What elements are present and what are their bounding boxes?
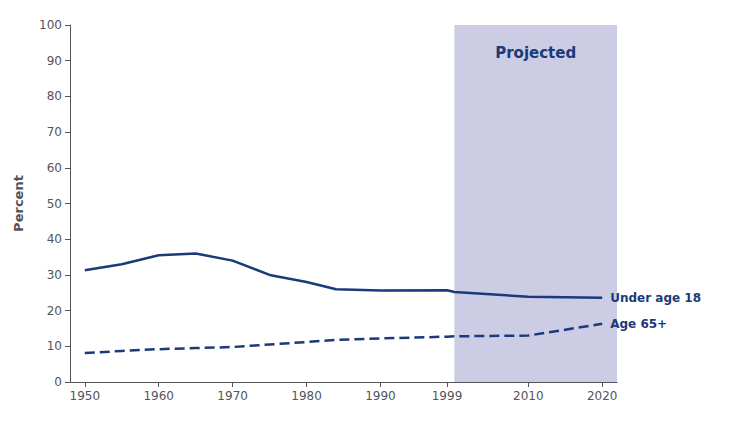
svg-text:1990: 1990 (365, 389, 396, 403)
svg-text:60: 60 (47, 161, 62, 175)
svg-text:30: 30 (47, 268, 62, 282)
svg-text:70: 70 (47, 125, 62, 139)
svg-text:2010: 2010 (513, 389, 544, 403)
svg-text:20: 20 (47, 304, 62, 318)
svg-text:2020: 2020 (587, 389, 618, 403)
svg-text:Age 65+: Age 65+ (610, 317, 667, 331)
svg-text:Percent: Percent (11, 175, 26, 232)
svg-text:90: 90 (47, 54, 62, 68)
svg-text:1980: 1980 (291, 389, 322, 403)
svg-text:80: 80 (47, 89, 62, 103)
svg-text:Under age 18: Under age 18 (610, 291, 701, 305)
svg-text:0: 0 (54, 375, 62, 389)
svg-text:40: 40 (47, 232, 62, 246)
svg-text:1999: 1999 (432, 389, 463, 403)
svg-text:100: 100 (39, 18, 62, 32)
svg-text:10: 10 (47, 339, 62, 353)
svg-text:1970: 1970 (217, 389, 248, 403)
svg-text:1960: 1960 (143, 389, 174, 403)
svg-text:50: 50 (47, 197, 62, 211)
svg-text:1950: 1950 (70, 389, 101, 403)
svg-text:Projected: Projected (495, 44, 576, 62)
